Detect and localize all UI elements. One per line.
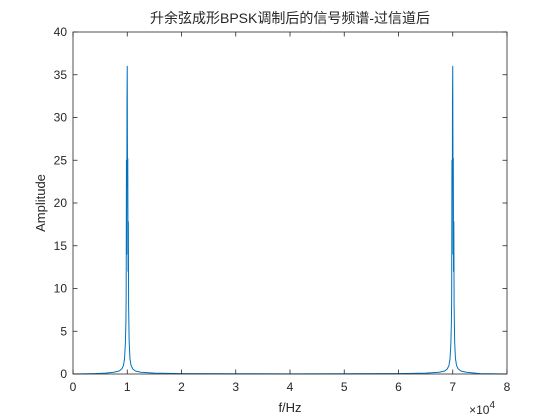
x-tick-label: 5: [341, 380, 348, 394]
y-tick-label: 15: [54, 239, 68, 253]
x-axis-label: f/Hz: [278, 400, 301, 415]
tick-marks: [72, 31, 508, 375]
x-tick-label: 1: [124, 380, 131, 394]
y-tick-label: 40: [54, 25, 68, 39]
x-tick-label: 0: [70, 380, 77, 394]
x-tick-label: 6: [395, 380, 402, 394]
y-axis-label: Amplitude: [33, 174, 48, 232]
y-tick-label: 0: [60, 367, 67, 381]
y-tick-label: 30: [54, 111, 68, 125]
x-tick-label: 7: [449, 380, 456, 394]
y-tick-label: 20: [54, 196, 68, 210]
tick-labels: 0 1 2 3 4 5 6 7 8 0 5 10 15 20 25 30 35 40: [54, 25, 511, 394]
x-tick-label: 4: [287, 380, 294, 394]
y-tick-label: 10: [54, 282, 68, 296]
x-tick-label: 3: [232, 380, 239, 394]
x-tick-label: 8: [504, 380, 511, 394]
x-tick-label: 2: [178, 380, 185, 394]
y-tick-label: 5: [60, 324, 67, 338]
y-tick-label: 25: [54, 153, 68, 167]
x-exponent-power: 4: [489, 400, 495, 411]
x-exponent-base: ×10: [469, 403, 490, 417]
x-axis-exponent: ×104: [469, 400, 495, 417]
chart-title: 升余弦成形BPSK调制后的信号频谱-过信道后: [150, 10, 430, 26]
y-tick-label: 35: [54, 68, 68, 82]
plot-background: [73, 32, 507, 374]
